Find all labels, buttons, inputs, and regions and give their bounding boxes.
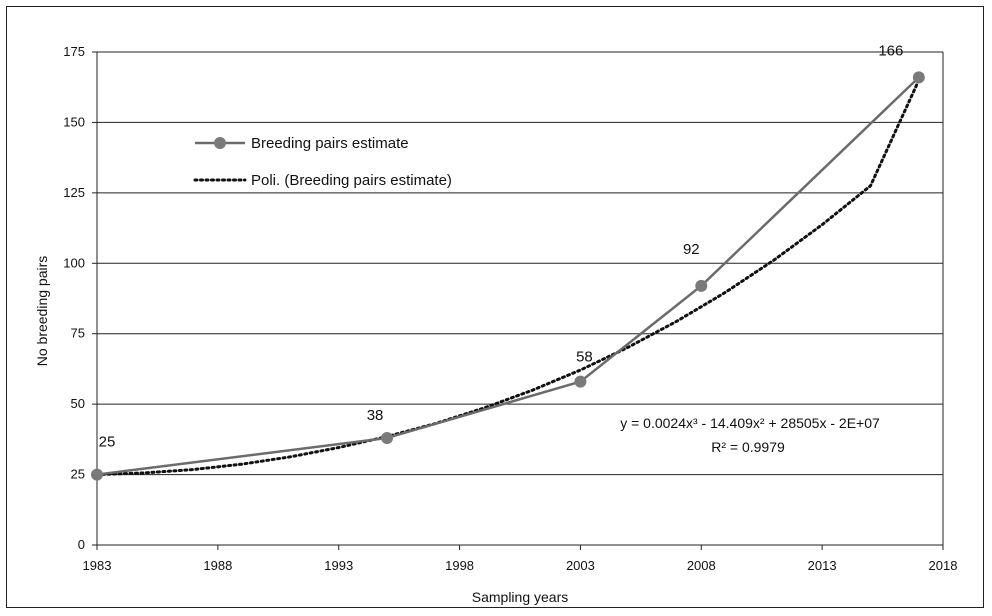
legend-label-poly-trend: Poli. (Breeding pairs estimate) <box>251 172 452 189</box>
x-tick-label: 2018 <box>929 558 958 573</box>
grid-lines <box>97 51 943 476</box>
legend-label-breeding-pairs: Breeding pairs estimate <box>251 135 409 152</box>
y-tick-label: 0 <box>78 537 85 552</box>
y-tick-label: 125 <box>63 185 85 200</box>
legend-marker-breeding-pairs <box>214 137 226 149</box>
data-label: 58 <box>576 349 593 366</box>
x-tick-label: 1988 <box>203 558 232 573</box>
data-point <box>912 71 925 84</box>
y-tick-label: 75 <box>71 326 85 341</box>
y-tick-label: 25 <box>71 467 85 482</box>
series-layer: 25 38 58 92 166 <box>91 42 925 481</box>
x-axis-title: Sampling years <box>472 589 569 605</box>
data-point <box>381 431 394 444</box>
y-tick-label: 150 <box>63 114 85 129</box>
data-label: 92 <box>683 241 700 258</box>
y-tick-label: 175 <box>63 44 85 59</box>
data-label: 166 <box>878 42 903 59</box>
data-point <box>695 279 708 292</box>
x-tick-label: 2008 <box>687 558 716 573</box>
data-point <box>574 375 587 388</box>
y-tick-label: 100 <box>63 255 85 270</box>
tick-labels: 0 25 50 75 100 125 150 175 1983 1988 1993 1998 2003 2… <box>63 44 957 573</box>
x-tick-label: 1998 <box>445 558 474 573</box>
y-axis-title: No breeding pairs <box>34 256 50 367</box>
y-tick-label: 50 <box>71 396 85 411</box>
x-tick-label: 2003 <box>566 558 595 573</box>
x-tick-label: 1993 <box>324 558 353 573</box>
trendline-equation: y = 0.0024x³ - 14.409x² + 28505x - 2E+07 <box>620 415 880 431</box>
x-tick-label: 1983 <box>83 558 112 573</box>
data-point <box>91 468 103 481</box>
x-tick-label: 2013 <box>808 558 837 573</box>
chart-frame <box>6 6 984 608</box>
axes <box>92 51 944 550</box>
data-label: 25 <box>99 434 116 451</box>
data-label: 38 <box>367 407 384 424</box>
trendline-r-squared: R² = 0.9979 <box>711 439 785 455</box>
legend: Breeding pairs estimate Poli. (Breeding … <box>193 135 452 189</box>
series-line-poly-trend <box>95 78 921 477</box>
